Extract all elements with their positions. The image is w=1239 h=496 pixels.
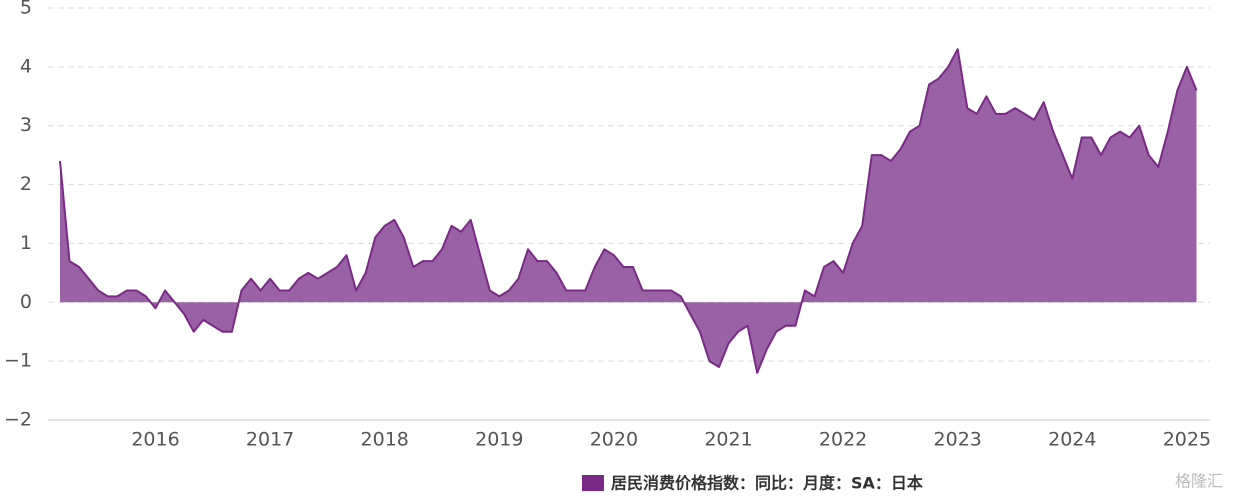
legend-swatch: [582, 475, 604, 491]
x-tick-label: 2023: [934, 429, 982, 451]
x-tick-label: 2017: [246, 429, 294, 451]
y-tick-label: 3: [20, 114, 32, 136]
y-tick-label: 1: [20, 232, 32, 254]
x-tick-label: 2021: [704, 429, 752, 451]
x-tick-label: 2019: [475, 429, 523, 451]
x-tick-label: 2024: [1048, 429, 1096, 451]
y-tick-label: 4: [20, 55, 32, 77]
y-tick-label: −1: [4, 350, 32, 372]
line: [59, 48, 1198, 374]
y-tick-label: −2: [4, 409, 32, 431]
y-tick-label: 0: [20, 291, 32, 313]
x-tick-label: 2018: [361, 429, 409, 451]
x-tick-label: 2016: [131, 429, 179, 451]
watermark: 格隆汇: [1175, 472, 1223, 491]
legend-label: 居民消费价格指数：同比：月度：SA：日本: [611, 474, 923, 493]
y-tick-label: 2: [20, 173, 32, 195]
area: [60, 49, 1197, 373]
y-tick-label: 5: [20, 0, 32, 19]
plot: −2 −1 0 1 2 3 4 5 2016 2017 2018 2019 2020 2021 2022 20…: [4, 0, 1211, 451]
x-tick-label: 2025: [1163, 429, 1211, 451]
x-tick-label: 2020: [590, 429, 638, 451]
x-tick-label: 2022: [819, 429, 867, 451]
